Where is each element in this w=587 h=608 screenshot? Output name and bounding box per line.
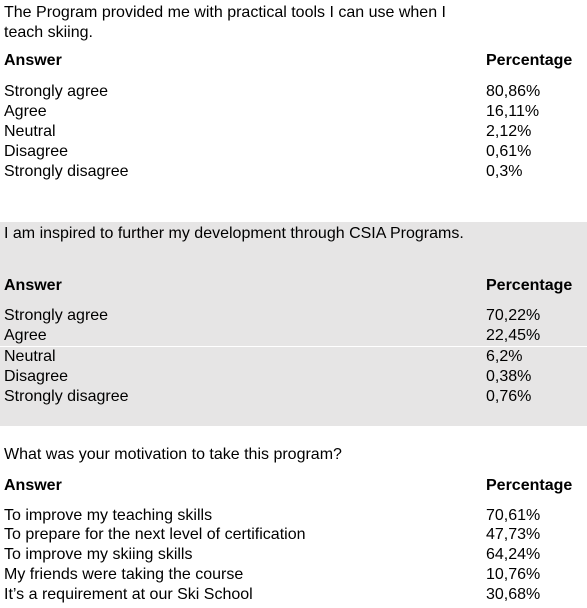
table-row: It’s a requirement at our Ski School 30,… xyxy=(0,585,587,605)
answer-cell: Strongly agree xyxy=(4,307,109,324)
survey-section-practical-tools: The Program provided me with practical t… xyxy=(0,0,587,222)
percentage-cell: 47,73% xyxy=(486,526,541,543)
percentage-cell: 0,38% xyxy=(486,368,532,385)
table-row: To improve my skiing skills 64,24% xyxy=(0,545,587,565)
table-row: Neutral 6,2% xyxy=(0,347,587,367)
answer-cell: Neutral xyxy=(4,123,56,140)
answer-column-header: Answer xyxy=(4,277,62,294)
answer-cell: Disagree xyxy=(4,368,69,385)
table-row: To improve my teaching skills 70,61% xyxy=(0,506,587,526)
percentage-cell: 2,12% xyxy=(486,123,532,140)
question-text: I am inspired to further my development … xyxy=(4,225,464,242)
answer-cell: To improve my teaching skills xyxy=(4,507,213,524)
table-row: Disagree 0,61% xyxy=(0,142,587,162)
table-row: Disagree 0,38% xyxy=(0,367,587,387)
percentage-column-header: Percentage xyxy=(486,52,573,69)
answer-cell: Disagree xyxy=(4,143,69,160)
question-text: The Program provided me with practical t… xyxy=(4,4,446,41)
answer-cell: Neutral xyxy=(4,348,56,365)
table-row: Agree 16,11% xyxy=(0,102,587,122)
percentage-cell: 0,61% xyxy=(486,143,532,160)
survey-section-inspiration: I am inspired to further my development … xyxy=(0,222,587,426)
table-row: Strongly disagree 0,3% xyxy=(0,162,587,182)
percentage-cell: 70,61% xyxy=(486,507,541,524)
percentage-cell: 10,76% xyxy=(486,566,541,583)
answer-cell: Agree xyxy=(4,103,47,120)
table-row: Strongly agree 80,86% xyxy=(0,82,587,102)
percentage-cell: 80,86% xyxy=(486,83,541,100)
question-text: What was your motivation to take this pr… xyxy=(4,446,342,463)
percentage-cell: 70,22% xyxy=(486,307,541,324)
percentage-cell: 6,2% xyxy=(486,348,523,365)
percentage-cell: 22,45% xyxy=(486,327,541,344)
percentage-cell: 64,24% xyxy=(486,546,541,563)
table-row: Agree 22,45% xyxy=(0,326,587,346)
table-row: To prepare for the next level of certifi… xyxy=(0,525,587,545)
percentage-cell: 0,76% xyxy=(486,388,532,405)
answer-cell: Strongly disagree xyxy=(4,388,129,405)
row-divider xyxy=(0,346,587,347)
percentage-cell: 16,11% xyxy=(486,103,540,120)
table-row: Strongly disagree 0,76% xyxy=(0,387,587,407)
answer-cell: Strongly agree xyxy=(4,83,109,100)
answer-cell: To improve my skiing skills xyxy=(4,546,193,563)
percentage-cell: 30,68% xyxy=(486,586,541,603)
answer-cell: Strongly disagree xyxy=(4,163,129,180)
percentage-column-header: Percentage xyxy=(486,277,573,294)
answer-column-header: Answer xyxy=(4,477,62,494)
answer-column-header: Answer xyxy=(4,52,62,69)
answer-cell: Agree xyxy=(4,327,47,344)
table-row: Neutral 2,12% xyxy=(0,122,587,142)
survey-section-motivation: What was your motivation to take this pr… xyxy=(0,426,587,608)
table-row: Strongly agree 70,22% xyxy=(0,306,587,326)
percentage-cell: 0,3% xyxy=(486,163,523,180)
answer-cell: My friends were taking the course xyxy=(4,566,244,583)
answer-cell: To prepare for the next level of certifi… xyxy=(4,526,306,543)
percentage-column-header: Percentage xyxy=(486,477,573,494)
table-row: My friends were taking the course 10,76% xyxy=(0,565,587,585)
answer-cell: It’s a requirement at our Ski School xyxy=(4,586,253,603)
